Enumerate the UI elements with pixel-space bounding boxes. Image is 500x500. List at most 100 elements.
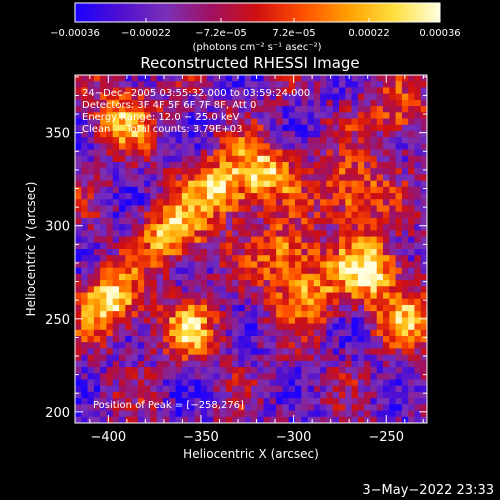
- heatmap-cell: [313, 112, 321, 119]
- heatmap-cell: [225, 137, 233, 144]
- heatmap-cell: [207, 162, 214, 169]
- heatmap-cell: [339, 217, 346, 225]
- heatmap-cell: [144, 354, 151, 362]
- heatmap-cell: [163, 404, 170, 411]
- heatmap-cell: [112, 230, 120, 237]
- heatmap-cell: [313, 118, 321, 126]
- heatmap-cell: [194, 124, 202, 132]
- heatmap-cell: [376, 292, 384, 300]
- heatmap-cell: [156, 93, 164, 101]
- heatmap-cell: [144, 186, 151, 194]
- heatmap-cell: [276, 130, 283, 138]
- heatmap-cell: [163, 236, 170, 244]
- heatmap-cell: [420, 348, 428, 356]
- heatmap-cell: [75, 118, 82, 126]
- heatmap-cell: [156, 242, 164, 250]
- heatmap-cell: [225, 99, 233, 107]
- heatmap-cell: [100, 106, 107, 113]
- heatmap-cell: [131, 379, 139, 387]
- heatmap-cell: [307, 199, 315, 206]
- heatmap-cell: [326, 236, 334, 244]
- heatmap-cell: [276, 174, 283, 182]
- heatmap-cell: [301, 137, 308, 144]
- heatmap-cell: [225, 87, 233, 95]
- heatmap-cell: [370, 286, 378, 293]
- heatmap-cell: [339, 261, 346, 269]
- heatmap-cell: [87, 81, 95, 88]
- heatmap-cell: [106, 373, 114, 380]
- heatmap-cell: [307, 236, 315, 244]
- heatmap-cell: [213, 217, 220, 225]
- heatmap-cell: [194, 112, 202, 119]
- heatmap-cell: [169, 99, 176, 107]
- heatmap-cell: [207, 230, 214, 237]
- heatmap-cell: [244, 348, 252, 356]
- heatmap-cell: [156, 87, 164, 95]
- heatmap-cell: [194, 292, 202, 300]
- heatmap-cell: [144, 379, 151, 387]
- heatmap-cell: [295, 87, 302, 95]
- heatmap-cell: [301, 205, 308, 213]
- heatmap-cell: [137, 217, 145, 225]
- heatmap-cell: [232, 106, 239, 113]
- heatmap-cell: [269, 236, 277, 244]
- heatmap-cell: [395, 391, 403, 399]
- heatmap-cell: [332, 230, 340, 237]
- heatmap-cell: [414, 404, 422, 411]
- heatmap-cell: [326, 106, 334, 113]
- heatmap-cell: [219, 93, 227, 101]
- heatmap-cell: [257, 280, 264, 287]
- heatmap-cell: [263, 304, 271, 312]
- heatmap-cell: [307, 211, 315, 219]
- heatmap-cell: [106, 211, 114, 219]
- heatmap-cell: [389, 93, 396, 101]
- heatmap-cell: [320, 87, 327, 95]
- heatmap-cell: [320, 118, 327, 126]
- heatmap-cell: [320, 329, 327, 337]
- heatmap-cell: [75, 323, 82, 331]
- heatmap-cell: [408, 323, 415, 331]
- heatmap-cell: [163, 292, 170, 300]
- heatmap-cell: [370, 360, 378, 368]
- heatmap-cell: [213, 273, 220, 281]
- heatmap-cell: [257, 342, 264, 349]
- heatmap-cell: [408, 336, 415, 343]
- heatmap-cell: [181, 261, 189, 269]
- heatmap-cell: [188, 311, 195, 318]
- heatmap-cell: [156, 416, 164, 424]
- heatmap-cell: [364, 143, 371, 150]
- heatmap-cell: [313, 336, 321, 343]
- heatmap-cell: [288, 137, 296, 144]
- heatmap-cell: [395, 373, 403, 380]
- heatmap-cell: [119, 416, 126, 424]
- heatmap-cell: [276, 311, 283, 318]
- heatmap-cell: [238, 292, 246, 300]
- heatmap-cell: [332, 174, 340, 182]
- heatmap-cell: [345, 143, 352, 150]
- heatmap-cell: [194, 286, 202, 293]
- heatmap-cell: [320, 211, 327, 219]
- heatmap-cell: [188, 186, 195, 194]
- heatmap-cell: [357, 242, 365, 250]
- heatmap-cell: [81, 280, 88, 287]
- heatmap-cell: [307, 155, 315, 163]
- heatmap-cell: [345, 329, 352, 337]
- heatmap-cell: [87, 193, 95, 200]
- heatmap-cell: [332, 224, 340, 231]
- heatmap-cell: [137, 292, 145, 300]
- heatmap-cell: [232, 130, 239, 138]
- heatmap-cell: [131, 130, 139, 138]
- heatmap-cell: [100, 354, 107, 362]
- heatmap-cell: [376, 280, 384, 287]
- heatmap-cell: [269, 75, 277, 82]
- heatmap-cell: [100, 255, 107, 262]
- heatmap-cell: [100, 398, 107, 405]
- heatmap-cell: [219, 292, 227, 300]
- heatmap-cell: [313, 367, 321, 374]
- heatmap-cell: [163, 416, 170, 424]
- heatmap-cell: [125, 360, 132, 368]
- heatmap-cell: [301, 217, 308, 225]
- heatmap-cell: [100, 373, 107, 380]
- heatmap-cell: [194, 398, 202, 405]
- heatmap-cell: [313, 391, 321, 399]
